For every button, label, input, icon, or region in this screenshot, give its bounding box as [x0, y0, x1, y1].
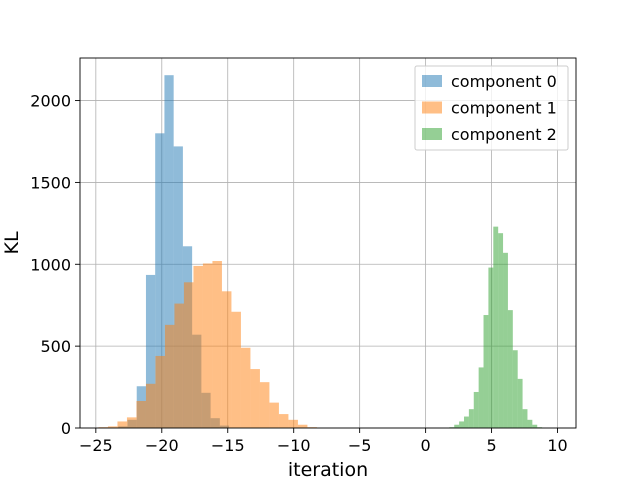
histogram-bar — [155, 355, 165, 428]
histogram-bar — [174, 303, 184, 428]
histogram-bar — [517, 378, 523, 428]
histogram-bar — [145, 383, 156, 428]
legend-label: component 2 — [451, 125, 557, 144]
y-axis-ticks: 0 500 1000 1500 2000 — [30, 92, 80, 438]
x-tick-label: −10 — [277, 436, 311, 455]
histogram-bar — [493, 226, 499, 428]
legend-label: component 1 — [451, 99, 557, 118]
legend-swatch — [422, 128, 442, 140]
histogram-bar — [231, 311, 241, 428]
histogram-bar — [503, 252, 508, 428]
histogram-bar — [107, 426, 118, 428]
x-tick-label: −5 — [348, 436, 372, 455]
legend-swatch — [422, 75, 442, 87]
y-tick-label: 0 — [61, 419, 71, 438]
histogram-bar — [136, 400, 146, 428]
histogram-bar — [183, 282, 194, 428]
histogram-bar — [250, 369, 260, 428]
histogram-bar — [126, 417, 137, 428]
y-axis-label: KL — [1, 231, 23, 254]
y-tick-label: 500 — [40, 337, 71, 356]
histogram-bars — [98, 75, 543, 429]
y-tick-label: 1500 — [30, 173, 71, 192]
histogram-bar — [164, 324, 175, 428]
histogram-bar — [464, 416, 469, 428]
histogram-bar — [532, 424, 538, 428]
x-tick-label: −25 — [79, 436, 113, 455]
histogram-bar — [240, 347, 251, 428]
x-axis-ticks: −25 −20 −15 −10 −5 0 5 10 — [79, 428, 568, 455]
histogram-bar — [221, 291, 232, 428]
legend-label: component 0 — [451, 72, 557, 91]
histogram-bar — [202, 263, 213, 428]
histogram-bar — [164, 75, 174, 429]
y-tick-label: 2000 — [30, 92, 71, 111]
histogram-bar — [527, 419, 533, 428]
histogram-bar — [117, 421, 127, 428]
histogram-bar — [173, 146, 183, 428]
histogram-bar — [468, 409, 474, 428]
legend-box — [414, 65, 569, 151]
histogram-bar — [488, 267, 494, 428]
histogram-bar — [459, 421, 465, 428]
histogram-bar — [155, 133, 165, 428]
x-tick-label: −20 — [145, 436, 179, 455]
histogram-bar — [478, 367, 484, 428]
histogram-bar — [473, 391, 479, 428]
legend: component 0 component 1 component 2 — [414, 65, 569, 151]
histogram-bar — [512, 350, 518, 428]
x-tick-label: 0 — [421, 436, 431, 455]
histogram-bar — [259, 382, 270, 428]
histogram-bar — [454, 424, 460, 428]
histogram-bar — [193, 265, 203, 428]
histogram-bar — [522, 409, 528, 428]
histogram-bar — [297, 424, 308, 428]
series-1-bars — [98, 261, 317, 428]
histogram-bar — [145, 274, 156, 428]
histogram-bar — [269, 402, 279, 428]
histogram-bar — [498, 233, 504, 428]
y-tick-label: 1000 — [30, 255, 71, 274]
histogram-bar — [212, 261, 222, 428]
plot-frame — [79, 57, 577, 429]
x-tick-label: 5 — [486, 436, 496, 455]
series-2-bars — [449, 226, 543, 428]
legend-swatch — [422, 101, 442, 114]
histogram-bar — [507, 310, 513, 428]
x-axis-label: iteration — [288, 459, 368, 480]
histogram-bar — [483, 315, 489, 428]
x-tick-label: 10 — [547, 436, 567, 455]
histogram-bar — [278, 414, 289, 428]
x-tick-label: −15 — [211, 436, 245, 455]
histogram-bar — [288, 419, 298, 428]
